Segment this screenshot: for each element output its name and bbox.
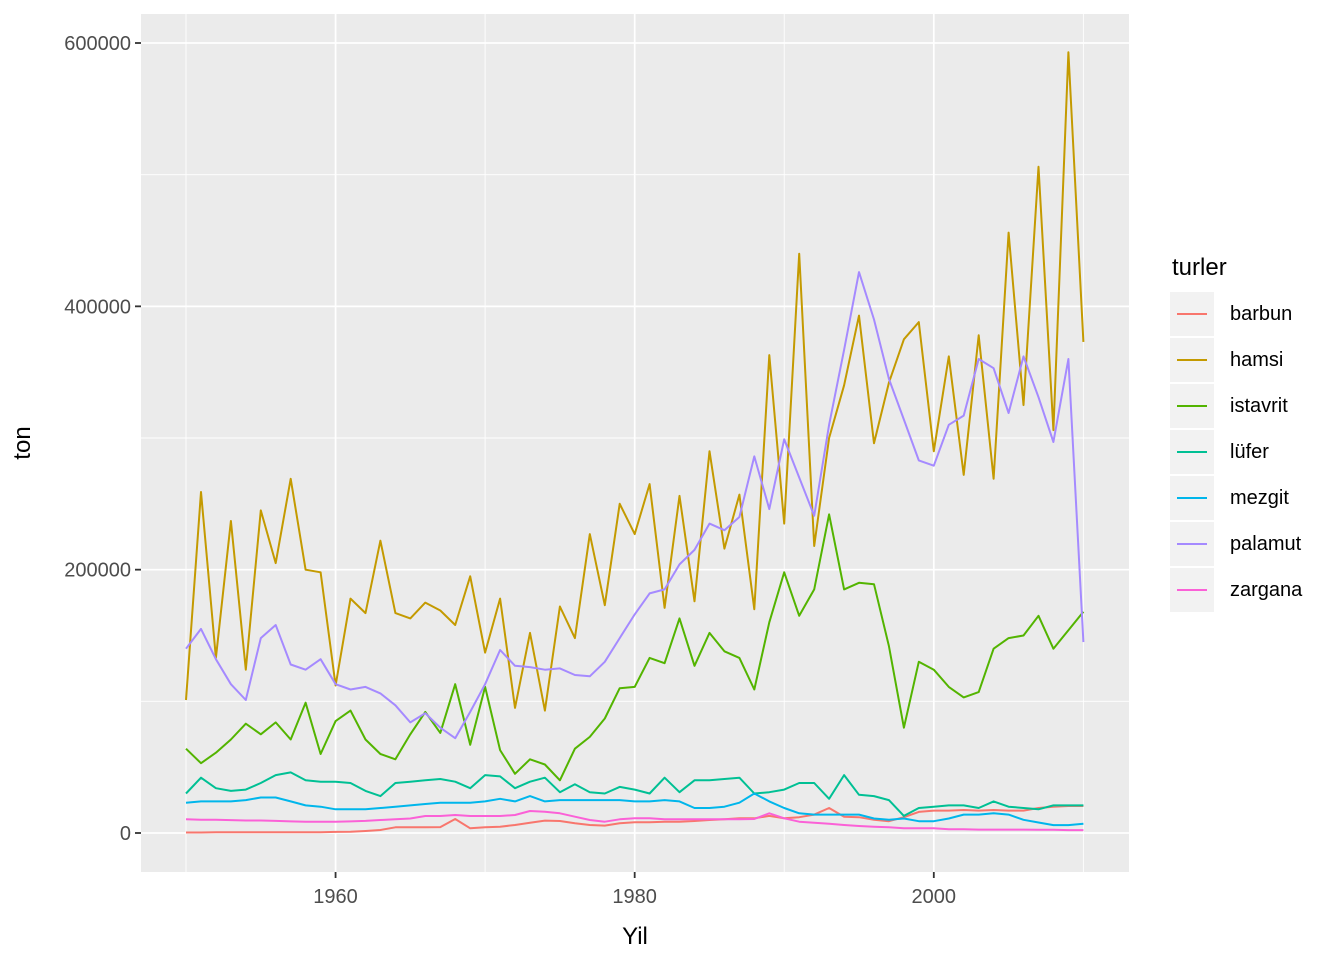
legend-key-istavrit (1170, 384, 1214, 428)
legend-key-barbun (1170, 292, 1214, 336)
x-axis-title: Yil (622, 923, 648, 950)
legend-label-hamsi: hamsi (1230, 348, 1284, 371)
legend-key-line-icon (1177, 313, 1207, 315)
legend-key-mezgit (1170, 476, 1214, 520)
y-axis-tick-labels: 0 200000 400000 600000 (64, 33, 131, 845)
legend-label-mezgit: mezgit (1230, 486, 1289, 509)
series-line-istavrit (185, 513, 1085, 782)
legend-key-zargana (1170, 568, 1214, 612)
series-line-barbun (186, 805, 1084, 834)
legend-items: barbun hamsi istavrit lüfer mezgit palamut zar… (1170, 292, 1302, 612)
series-line-palamut (185, 271, 1085, 740)
legend-item-palamut: palamut (1170, 522, 1302, 566)
series-lines (185, 51, 1085, 834)
legend-key-lüfer (1170, 430, 1214, 474)
y-tick-label: 400000 (64, 296, 131, 318)
legend-label-zargana: zargana (1230, 578, 1303, 601)
series-line-zargana (185, 810, 1084, 832)
legend-key-line-icon (1177, 359, 1207, 361)
legend-item-barbun: barbun (1170, 292, 1302, 336)
y-tick-label: 0 (120, 823, 131, 845)
legend-label-lüfer: lüfer (1230, 440, 1269, 463)
legend-title: turler (1172, 254, 1227, 281)
legend-key-palamut (1170, 522, 1214, 566)
legend-item-istavrit: istavrit (1170, 384, 1302, 428)
legend-label-istavrit: istavrit (1230, 394, 1288, 417)
legend-key-line-icon (1177, 497, 1207, 499)
x-axis-tick-labels: 1960 1980 2000 (313, 886, 956, 908)
legend-key-line-icon (1177, 451, 1207, 453)
legend-key-hamsi (1170, 338, 1214, 382)
legend-item-lüfer: lüfer (1170, 430, 1302, 474)
x-tick-label: 1980 (612, 886, 657, 908)
legend: turler barbun hamsi istavrit lüfer mezgit pal… (1170, 254, 1302, 614)
legend-label-barbun: barbun (1230, 302, 1293, 325)
legend-label-palamut: palamut (1230, 532, 1302, 555)
legend-key-line-icon (1177, 543, 1207, 545)
axis-tick-marks (135, 42, 935, 878)
y-tick-label: 600000 (64, 33, 131, 55)
x-tick-label: 1960 (313, 886, 358, 908)
legend-key-line-icon (1177, 405, 1207, 407)
x-tick-label: 2000 (912, 886, 957, 908)
legend-key-line-icon (1177, 589, 1207, 591)
legend-item-zargana: zargana (1170, 568, 1302, 612)
legend-item-mezgit: mezgit (1170, 476, 1302, 520)
series-line-lüfer (185, 771, 1084, 817)
legend-item-hamsi: hamsi (1170, 338, 1302, 382)
series-line-mezgit (185, 792, 1084, 827)
series-line-hamsi (185, 51, 1085, 712)
y-tick-label: 200000 (64, 560, 131, 582)
y-axis-title: ton (9, 426, 36, 459)
